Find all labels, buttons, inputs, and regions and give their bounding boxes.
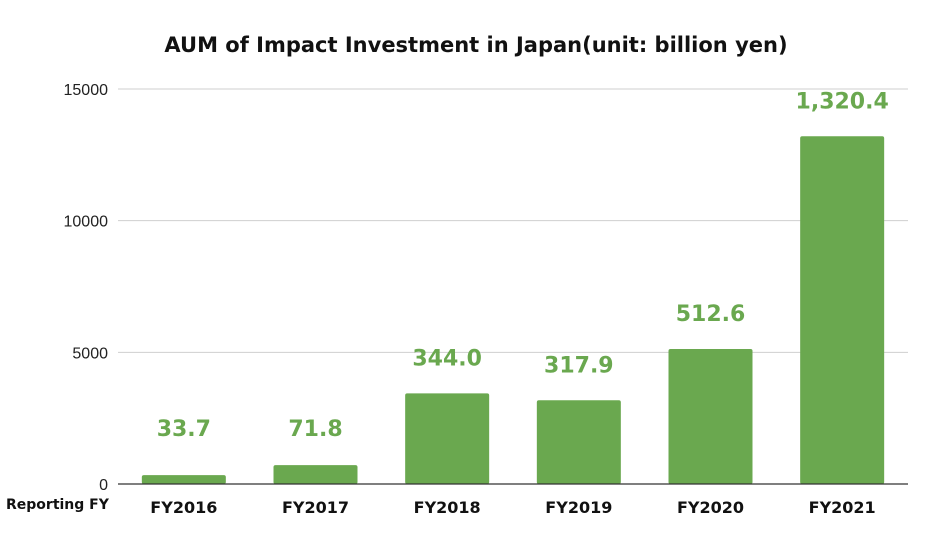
data-label: 71.8 bbox=[288, 417, 342, 442]
x-tick-label: FY2017 bbox=[282, 498, 349, 517]
bar bbox=[800, 136, 885, 484]
x-tick-label: FY2018 bbox=[414, 498, 481, 517]
bars bbox=[141, 136, 885, 484]
data-label: 317.9 bbox=[544, 353, 614, 378]
x-tick-label: FY2019 bbox=[545, 498, 612, 517]
data-label: 344.0 bbox=[412, 346, 482, 371]
data-label: 33.7 bbox=[157, 417, 211, 442]
y-axis-ticks: 0 5000 10000 15000 bbox=[64, 82, 109, 494]
data-labels: 33.7 71.8 344.0 317.9 512.6 1,320.4 bbox=[157, 89, 889, 442]
bar bbox=[405, 393, 490, 484]
gridlines bbox=[118, 88, 908, 353]
y-tick-label: 0 bbox=[99, 477, 108, 494]
bar bbox=[668, 349, 753, 484]
bar bbox=[273, 465, 358, 484]
bar bbox=[536, 400, 621, 484]
x-tick-label: FY2020 bbox=[677, 498, 744, 517]
chart-title: AUM of Impact Investment in Japan(unit: … bbox=[164, 33, 787, 57]
data-label: 1,320.4 bbox=[796, 89, 889, 114]
x-axis-ticks: FY2016 FY2017 FY2018 FY2019 FY2020 FY2021 bbox=[150, 498, 875, 517]
y-tick-label: 5000 bbox=[72, 345, 108, 362]
bar bbox=[141, 475, 226, 484]
x-tick-label: FY2016 bbox=[150, 498, 217, 517]
data-label: 512.6 bbox=[676, 302, 746, 327]
x-tick-label: FY2021 bbox=[809, 498, 876, 517]
x-axis-label: Reporting FY bbox=[6, 497, 110, 513]
y-tick-label: 15000 bbox=[64, 82, 109, 99]
y-tick-label: 10000 bbox=[64, 214, 109, 231]
